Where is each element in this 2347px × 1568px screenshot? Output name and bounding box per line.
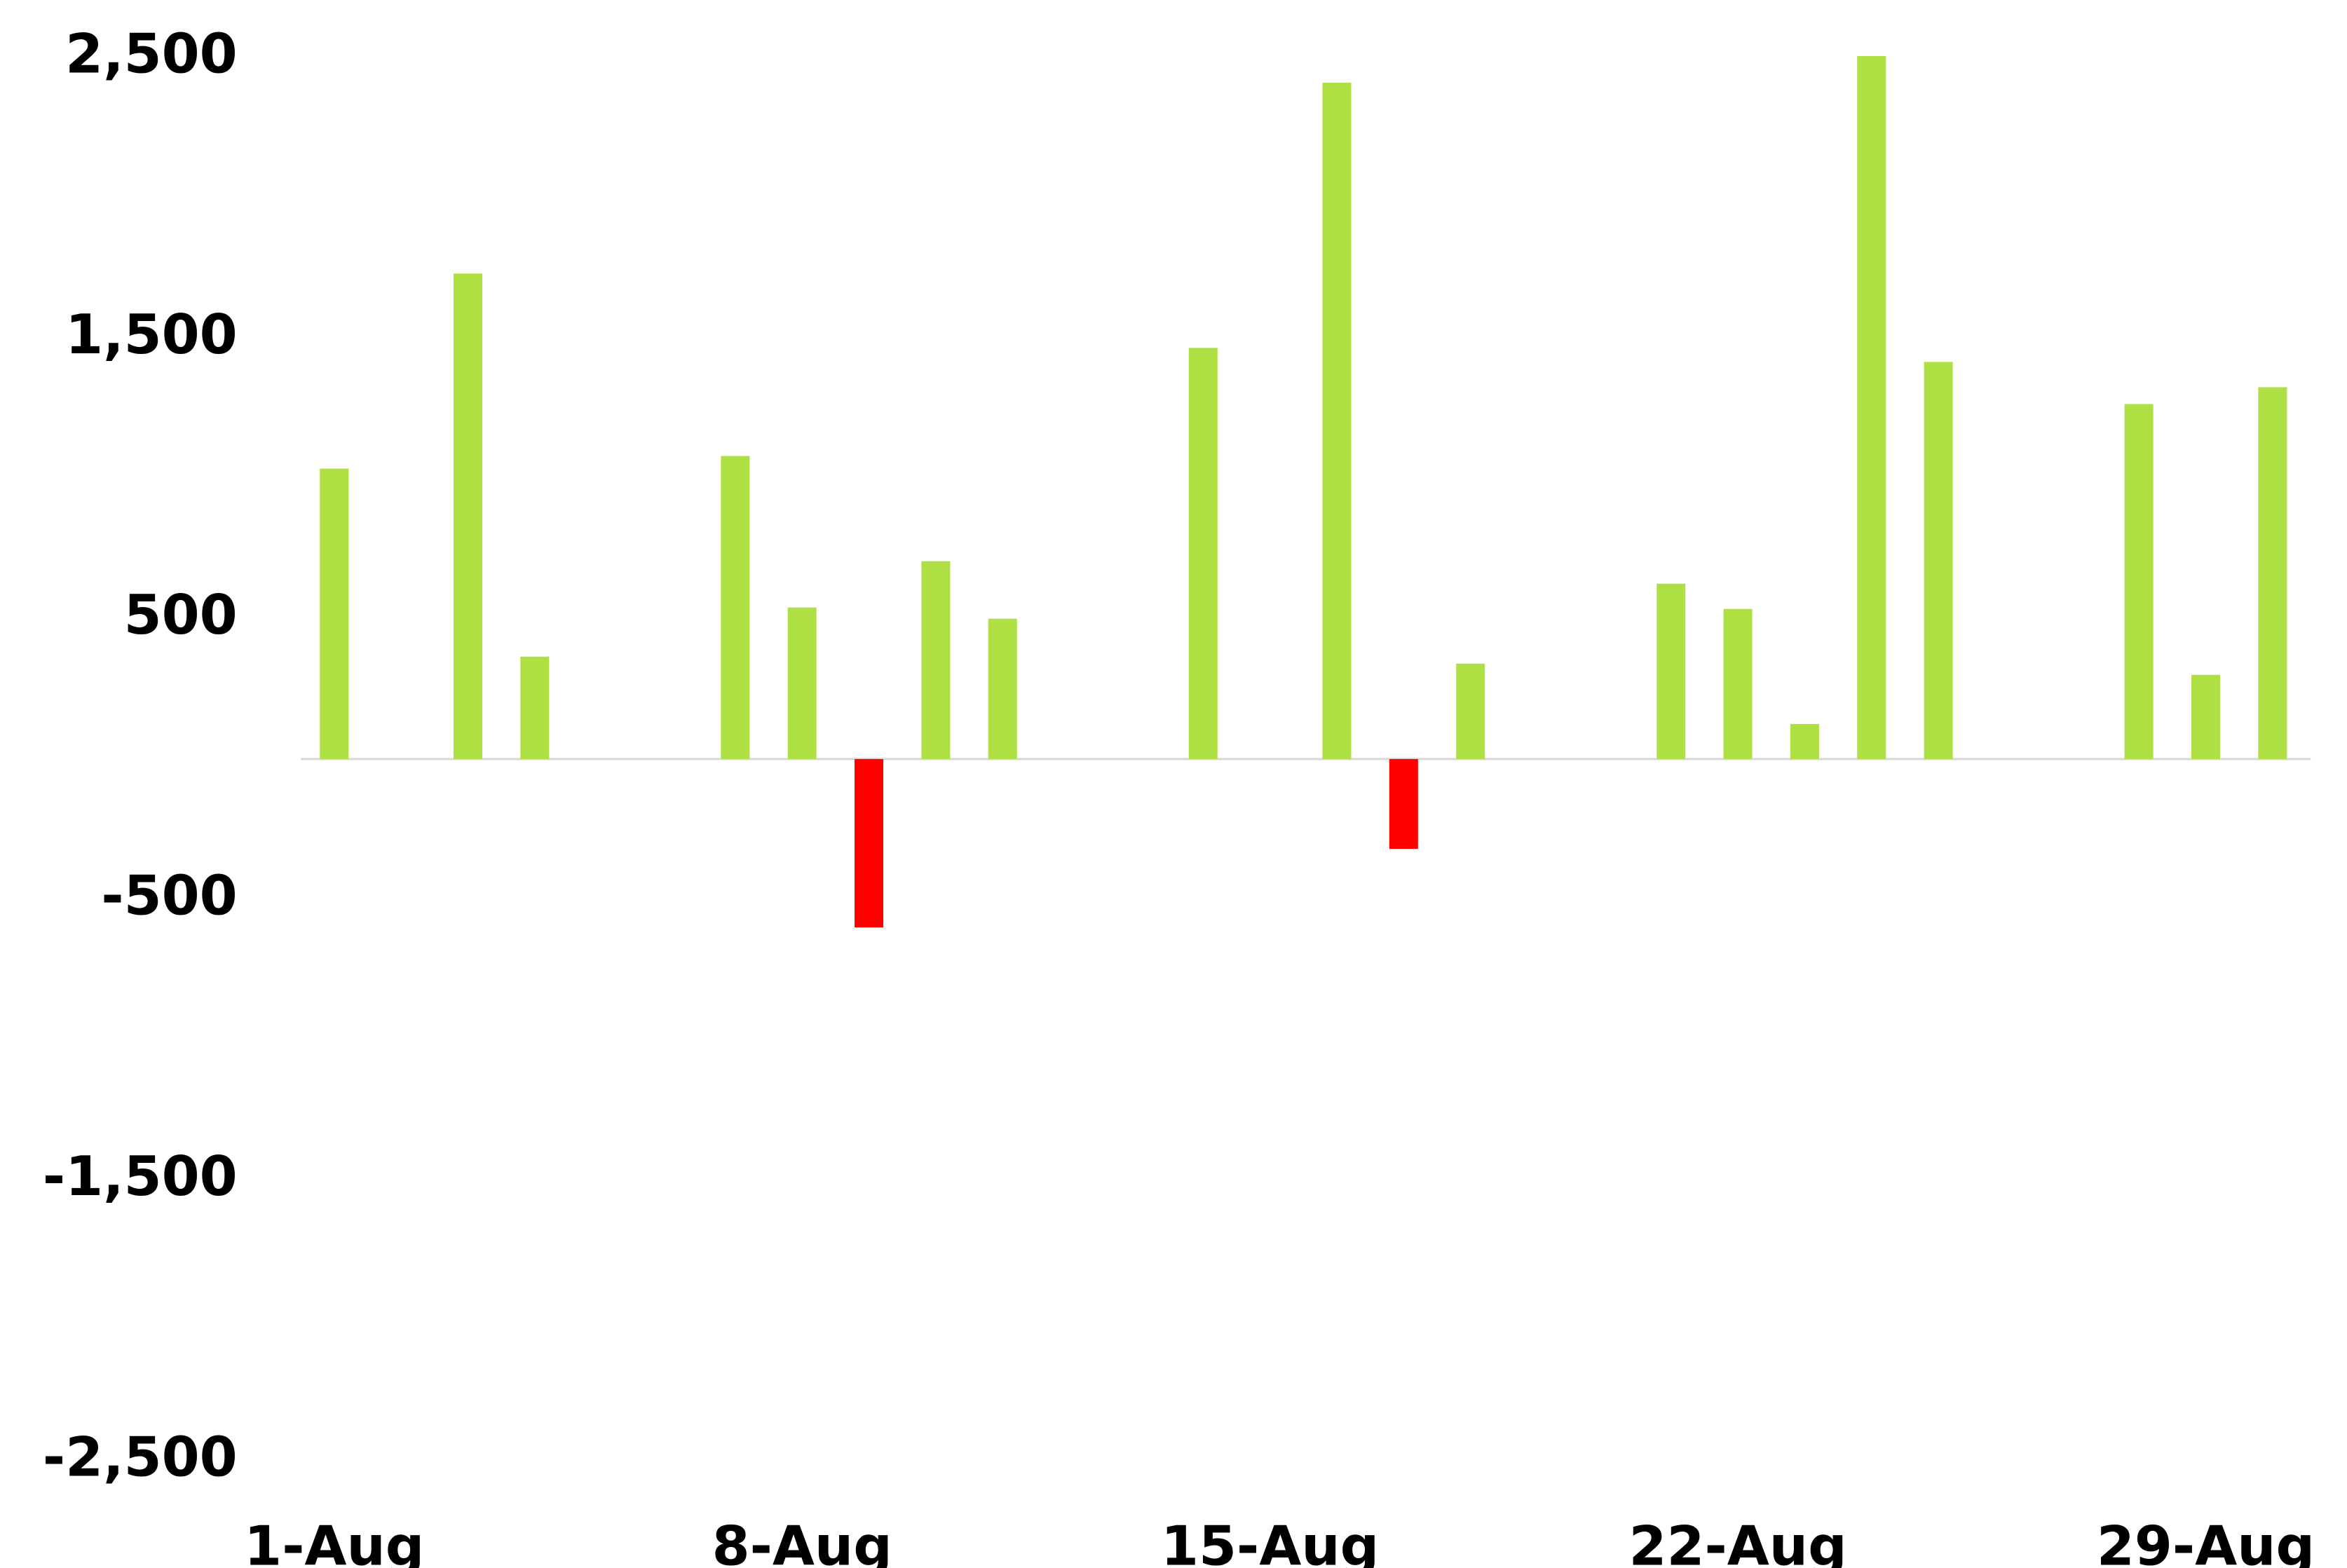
- x-tick-label: 29-Aug: [2097, 1515, 2315, 1568]
- bar: [2258, 387, 2287, 759]
- bar: [721, 456, 750, 759]
- y-tick-label: 2,500: [65, 22, 238, 86]
- bar: [320, 468, 349, 759]
- bar: [2191, 674, 2220, 759]
- bar: [1790, 723, 1819, 759]
- x-tick-label: 15-Aug: [1161, 1515, 1379, 1568]
- bar: [988, 618, 1017, 759]
- x-tick-label: 1-Aug: [244, 1515, 424, 1568]
- x-tick-label: 8-Aug: [712, 1515, 892, 1568]
- bar: [520, 656, 550, 759]
- bar: [1656, 583, 1686, 759]
- bar: [787, 607, 817, 759]
- y-tick-label: -2,500: [43, 1426, 238, 1489]
- bar: [1389, 758, 1418, 850]
- bar: [1723, 608, 1753, 759]
- bar: [921, 561, 951, 759]
- bar: [855, 758, 884, 928]
- bar: [1322, 83, 1352, 759]
- y-tick-label: 500: [124, 584, 238, 647]
- bar: [1857, 55, 1886, 759]
- y-tick-label: -500: [101, 865, 237, 928]
- bar: [1924, 362, 1953, 759]
- bar: [1456, 663, 1485, 759]
- x-tick-label: 22-Aug: [1628, 1515, 1846, 1568]
- bar: [453, 273, 482, 759]
- y-tick-label: 1,500: [65, 304, 238, 367]
- bar: [1188, 348, 1218, 759]
- y-tick-label: -1,500: [43, 1145, 238, 1208]
- bar: [2124, 404, 2154, 759]
